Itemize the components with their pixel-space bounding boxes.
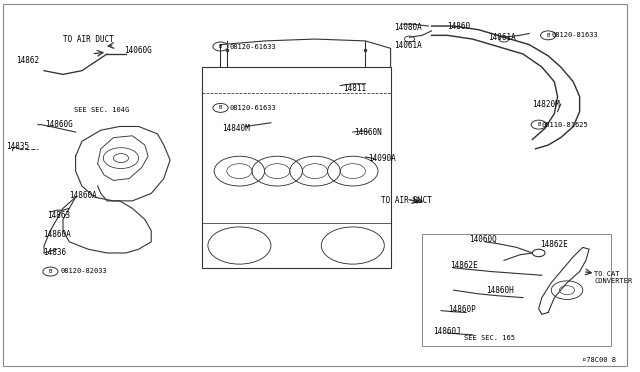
Text: 14836: 14836 [43,248,66,257]
Text: 08120-81633: 08120-81633 [552,32,598,38]
Text: ¤78C00 8: ¤78C00 8 [582,357,616,363]
Text: 14811: 14811 [344,84,367,93]
Text: 14840M: 14840M [222,124,250,133]
Text: 14863: 14863 [47,211,70,220]
Text: 14860A: 14860A [43,230,70,239]
Text: B: B [219,44,222,49]
Text: B: B [49,269,52,274]
Text: 14862E: 14862E [541,240,568,249]
Text: 08120-61633: 08120-61633 [230,44,276,49]
Text: 14862E: 14862E [451,262,478,270]
Text: 14820M: 14820M [532,100,560,109]
Text: 14862: 14862 [16,56,39,65]
Text: 14860J: 14860J [433,327,461,336]
Text: 14860N: 14860N [354,128,382,137]
Circle shape [499,36,509,42]
Text: 14860A: 14860A [69,191,97,200]
Text: SEE SEC. 165: SEE SEC. 165 [464,335,515,341]
Text: 14860P: 14860P [449,305,476,314]
Text: B: B [537,122,540,127]
Text: 08110-81625: 08110-81625 [542,122,589,128]
Text: B: B [219,105,222,110]
Text: 14060G: 14060G [124,46,152,55]
Text: 08120-82033: 08120-82033 [61,268,108,274]
Text: TO AIR DUCT: TO AIR DUCT [63,35,114,44]
Text: 14061A: 14061A [394,41,422,50]
Text: SEE SEC. 104G: SEE SEC. 104G [74,107,129,113]
Text: B: B [547,33,550,38]
Bar [422,234,611,346]
Text: 14090A: 14090A [368,154,396,163]
Text: TO AIR DUCT: TO AIR DUCT [381,196,432,205]
Text: 14080A: 14080A [394,23,422,32]
Text: 14061A: 14061A [488,33,516,42]
Text: 14835: 14835 [6,142,29,151]
Text: 14860G: 14860G [45,120,73,129]
Text: 14060Q: 14060Q [469,235,497,244]
Text: 08120-61633: 08120-61633 [230,105,276,111]
Text: 14860: 14860 [447,22,470,31]
Circle shape [404,36,415,42]
Text: 14860H: 14860H [486,286,514,295]
Text: TO CAT
CONVERTER: TO CAT CONVERTER [594,271,632,283]
